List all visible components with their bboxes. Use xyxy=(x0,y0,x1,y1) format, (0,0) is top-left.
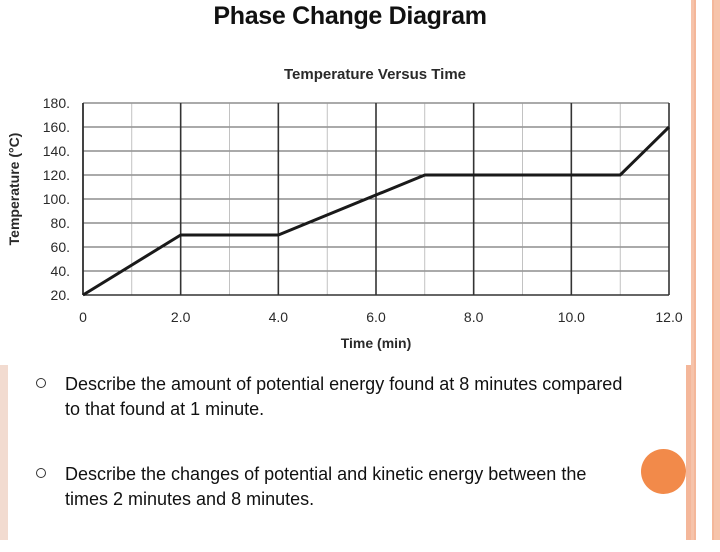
y-tick-label: 80. xyxy=(51,215,70,231)
x-axis-label: Time (min) xyxy=(341,335,412,351)
chart-grid xyxy=(82,102,670,296)
y-tick-label: 120. xyxy=(43,167,70,183)
y-axis-label: Temperature (°C) xyxy=(6,133,22,246)
x-tick-label: 4.0 xyxy=(269,309,289,325)
x-tick-label: 6.0 xyxy=(366,309,386,325)
x-tick-label: 2.0 xyxy=(171,309,191,325)
y-tick-label: 20. xyxy=(51,287,70,303)
x-tick-label: 12.0 xyxy=(655,309,682,325)
left-decor-bar xyxy=(0,365,8,540)
bullet-item: Describe the amount of potential energy … xyxy=(36,372,626,422)
y-tick-label: 180. xyxy=(43,95,70,111)
y-tick-label: 100. xyxy=(43,191,70,207)
bullet-circle-icon xyxy=(36,468,46,478)
decorative-circle xyxy=(641,449,686,494)
bullet-text: Describe the amount of potential energy … xyxy=(65,374,623,419)
y-tick-label: 160. xyxy=(43,119,70,135)
chart-ticks: 20. 40. 60. 80. 100. 120. 140. 160. 180. 0 2.0 4.0 6… xyxy=(43,95,683,325)
bullet-item: Describe the changes of potential and ki… xyxy=(36,462,626,512)
bullet-list: Describe the amount of potential energy … xyxy=(36,372,626,552)
chart-title: Temperature Versus Time xyxy=(284,66,466,83)
y-tick-label: 60. xyxy=(51,239,70,255)
bullet-circle-icon xyxy=(36,378,46,388)
temperature-chart: Temperature Versus Time 20. 40. 60. 80. 100.… xyxy=(6,66,683,351)
x-tick-label: 8.0 xyxy=(464,309,484,325)
right-decor-lower-bar xyxy=(686,365,691,540)
bullet-text: Describe the changes of potential and ki… xyxy=(65,464,587,509)
x-tick-label: 10.0 xyxy=(558,309,585,325)
x-tick-label: 0 xyxy=(79,309,87,325)
y-tick-label: 40. xyxy=(51,263,70,279)
right-decor-stripe xyxy=(694,0,714,540)
y-tick-label: 140. xyxy=(43,143,70,159)
slide-title: Phase Change Diagram xyxy=(213,2,487,30)
temperature-series-line xyxy=(82,125,671,297)
